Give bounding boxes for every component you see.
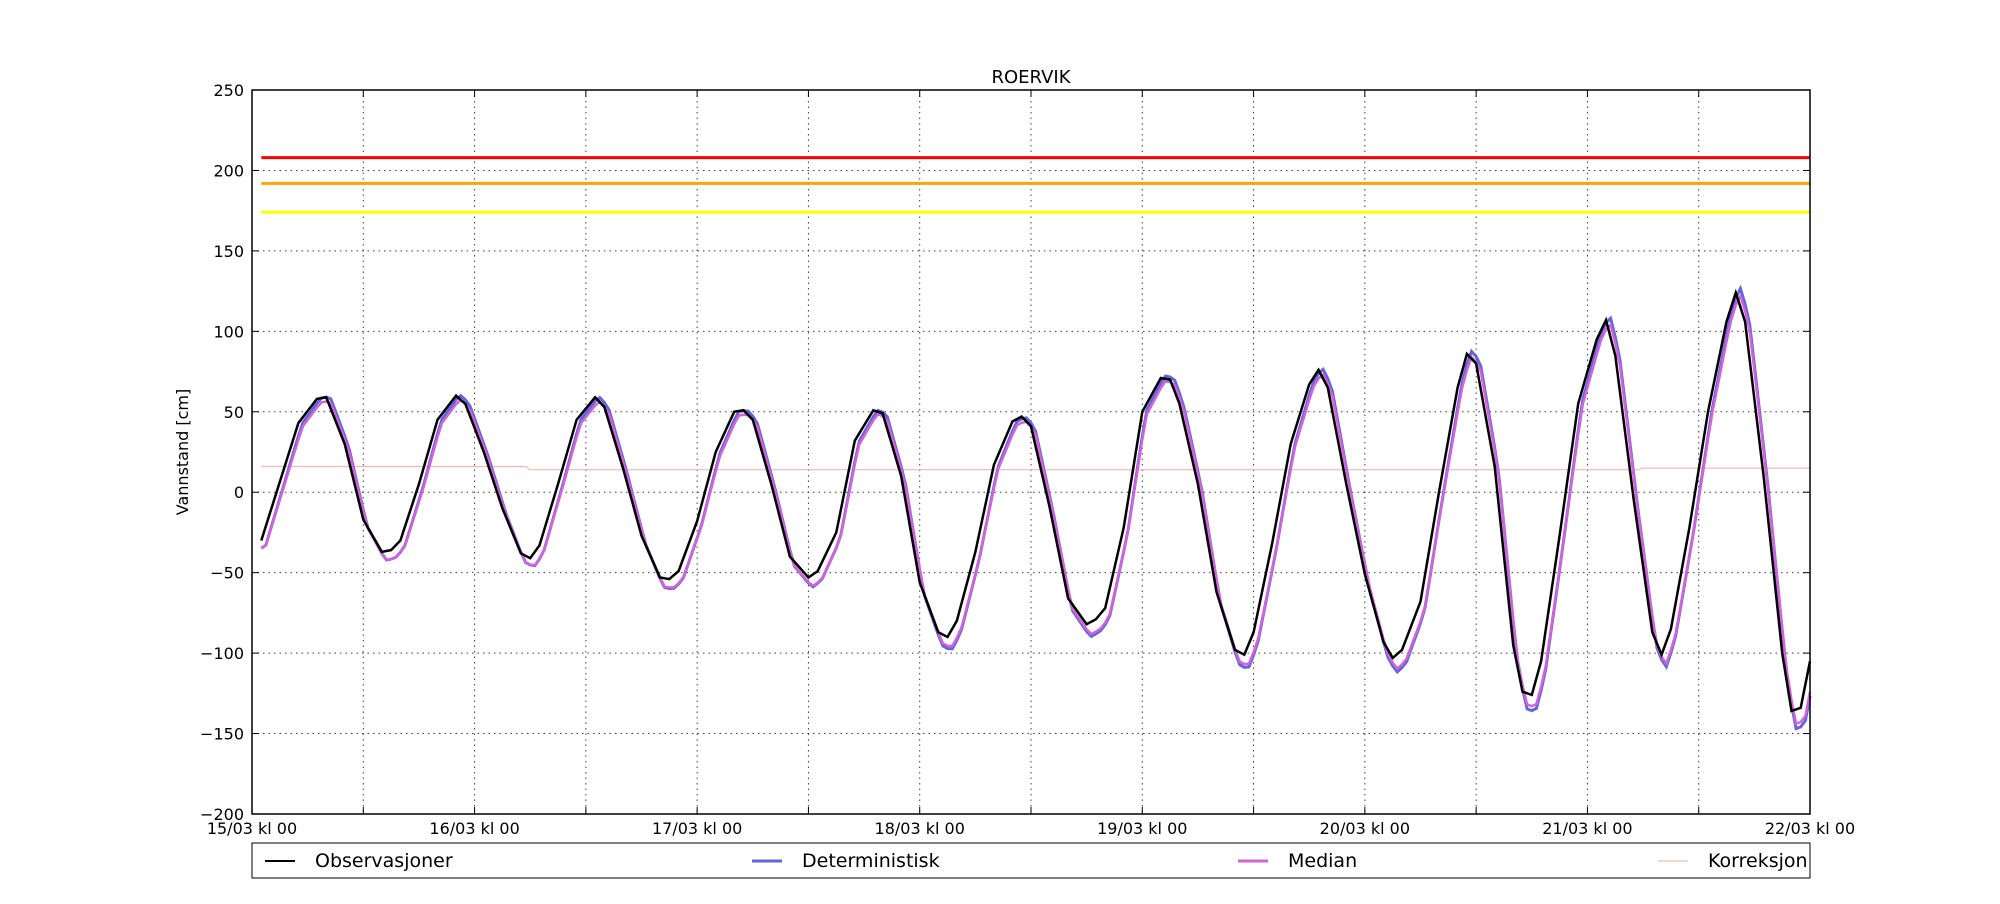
legend-label: Median bbox=[1288, 850, 1357, 872]
y-tick-label: 50 bbox=[224, 403, 244, 422]
y-tick-label: −50 bbox=[210, 564, 244, 583]
x-tick-label: 15/03 kl 00 bbox=[207, 819, 297, 838]
series-observasjoner bbox=[260, 288, 1812, 713]
x-tick-label: 18/03 kl 00 bbox=[875, 819, 965, 838]
x-axis: 15/03 kl 00 16/03 kl 00 17/03 kl 00 18/03 k… bbox=[207, 90, 1855, 838]
legend-label: Korreksjon bbox=[1708, 850, 1808, 872]
legend-label: Deterministisk bbox=[802, 850, 940, 872]
threshold-lines bbox=[261, 156, 1810, 214]
x-tick-label: 22/03 kl 00 bbox=[1765, 819, 1855, 838]
x-tick-label: 17/03 kl 00 bbox=[652, 819, 742, 838]
legend-frame bbox=[251, 842, 1811, 879]
y-tick-label: −100 bbox=[200, 644, 244, 663]
y-axis: −200 −150 −100 −50 0 50 100 150 200 250 bbox=[200, 81, 1810, 824]
legend-label: Observasjoner bbox=[315, 850, 453, 872]
chart-title: ROERVIK bbox=[992, 67, 1072, 88]
series-korreksjon bbox=[261, 465, 1810, 471]
y-tick-label: 150 bbox=[213, 242, 244, 261]
y-tick-label: −150 bbox=[200, 725, 244, 744]
y-tick-label: 200 bbox=[213, 161, 244, 180]
y-axis-label: Vannstand [cm] bbox=[173, 389, 192, 515]
y-tick-label: −200 bbox=[200, 805, 244, 824]
x-tick-label: 20/03 kl 00 bbox=[1320, 819, 1410, 838]
series-median bbox=[260, 292, 1812, 726]
series-deterministisk bbox=[260, 284, 1812, 731]
x-tick-label: 19/03 kl 00 bbox=[1097, 819, 1187, 838]
legend: Observasjoner Deterministisk Median Korreks… bbox=[251, 842, 1811, 879]
x-tick-label: 16/03 kl 00 bbox=[429, 819, 519, 838]
grid bbox=[252, 90, 1810, 814]
y-tick-label: 100 bbox=[213, 322, 244, 341]
x-tick-label: 21/03 kl 00 bbox=[1542, 819, 1632, 838]
y-tick-label: 250 bbox=[213, 81, 244, 100]
y-tick-label: 0 bbox=[234, 483, 244, 502]
series-layer bbox=[260, 284, 1812, 731]
